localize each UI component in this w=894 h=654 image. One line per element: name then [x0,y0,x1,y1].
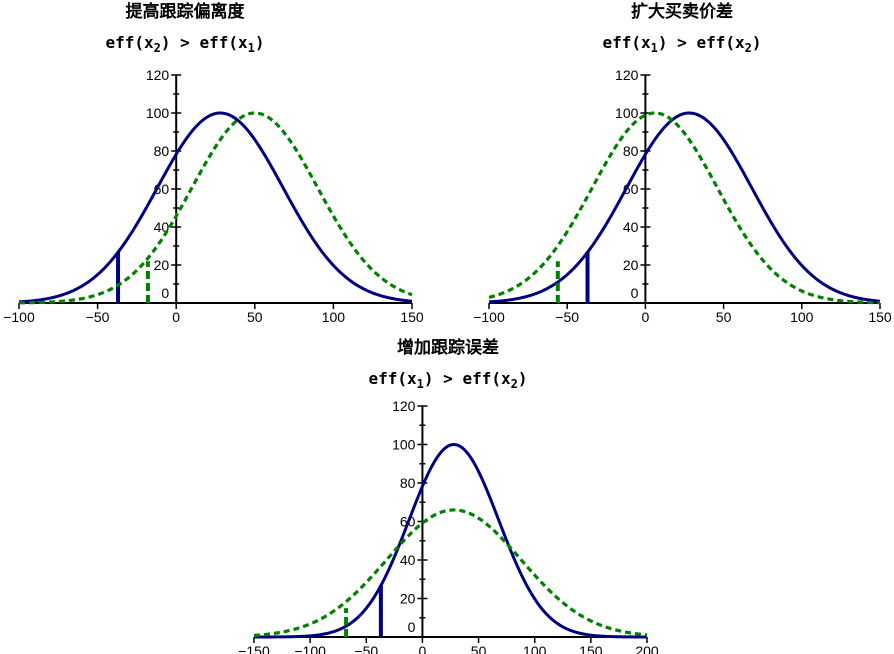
chart-panel-3: 增加跟踪误差 eff(x1) > eff(x2) −150 −100 −50 0 50 100… [238,337,659,654]
x-tick-label: −150 [238,643,270,654]
x-tick-label: −50 [354,643,378,654]
solid-curve [18,111,413,304]
dashed-curve [488,111,881,305]
y-tick-label: 20 [623,257,639,273]
x-tick-label: −100 [473,309,505,325]
y-tick-label: 100 [615,105,639,121]
x-tick-label: 100 [790,309,814,325]
x-tick-label: 50 [247,309,263,325]
x-tick-label: 150 [868,309,892,325]
y-tick-label: 80 [154,143,170,159]
chart-panel-2: 扩大买卖价差 eff(x1) > eff(x2) −100 −50 0 50 100 150 0… [473,1,892,325]
y-tick-label: 0 [161,285,169,301]
x-tick-label: 0 [642,309,650,325]
y-tick-label: 0 [631,285,639,301]
y-tick-label: 80 [400,475,416,491]
y-tick-label: 100 [392,437,416,453]
x-tick-label: 100 [322,309,346,325]
y-tick-label: 120 [615,67,639,83]
x-tick-label: 50 [716,309,732,325]
x-tick-label: −50 [555,309,579,325]
dashed-curve [253,508,648,638]
x-tick-label: 100 [523,643,547,654]
x-tick-label: 0 [172,309,180,325]
y-tick-label: 120 [146,67,170,83]
x-tick-label: −100 [294,643,326,654]
chart-panel-1: 提高跟踪偏离度 eff(x2) > eff(x1) −100 −50 0 50 100 150… [3,1,424,325]
chart-title: 扩大买卖价差 [631,1,733,22]
x-tick-label: 0 [419,643,427,654]
x-tick-label: −50 [86,309,110,325]
chart-subtitle: eff(x1) > eff(x2) [369,369,528,391]
x-tick-label: 150 [579,643,603,654]
x-tick-label: 200 [635,643,659,654]
y-tick-label: 120 [392,398,416,414]
chart-subtitle: eff(x1) > eff(x2) [603,33,762,55]
y-tick-label: 0 [408,619,416,635]
y-tick-label: 80 [623,143,639,159]
solid-curve [488,111,881,304]
y-tick-label: 100 [146,105,170,121]
chart-title: 提高跟踪偏离度 [126,1,246,22]
x-tick-label: −100 [3,309,35,325]
solid-curve [254,443,647,639]
x-tick-label: 50 [471,643,487,654]
dashed-curve [18,111,413,305]
chart-subtitle: eff(x2) > eff(x1) [106,33,265,55]
y-tick-label: 20 [400,591,416,607]
y-tick-label: 40 [400,552,416,568]
y-tick-label: 40 [623,219,639,235]
chart-title: 增加跟踪误差 [397,337,499,358]
x-tick-label: 150 [400,309,424,325]
y-tick-label: 20 [154,257,170,273]
